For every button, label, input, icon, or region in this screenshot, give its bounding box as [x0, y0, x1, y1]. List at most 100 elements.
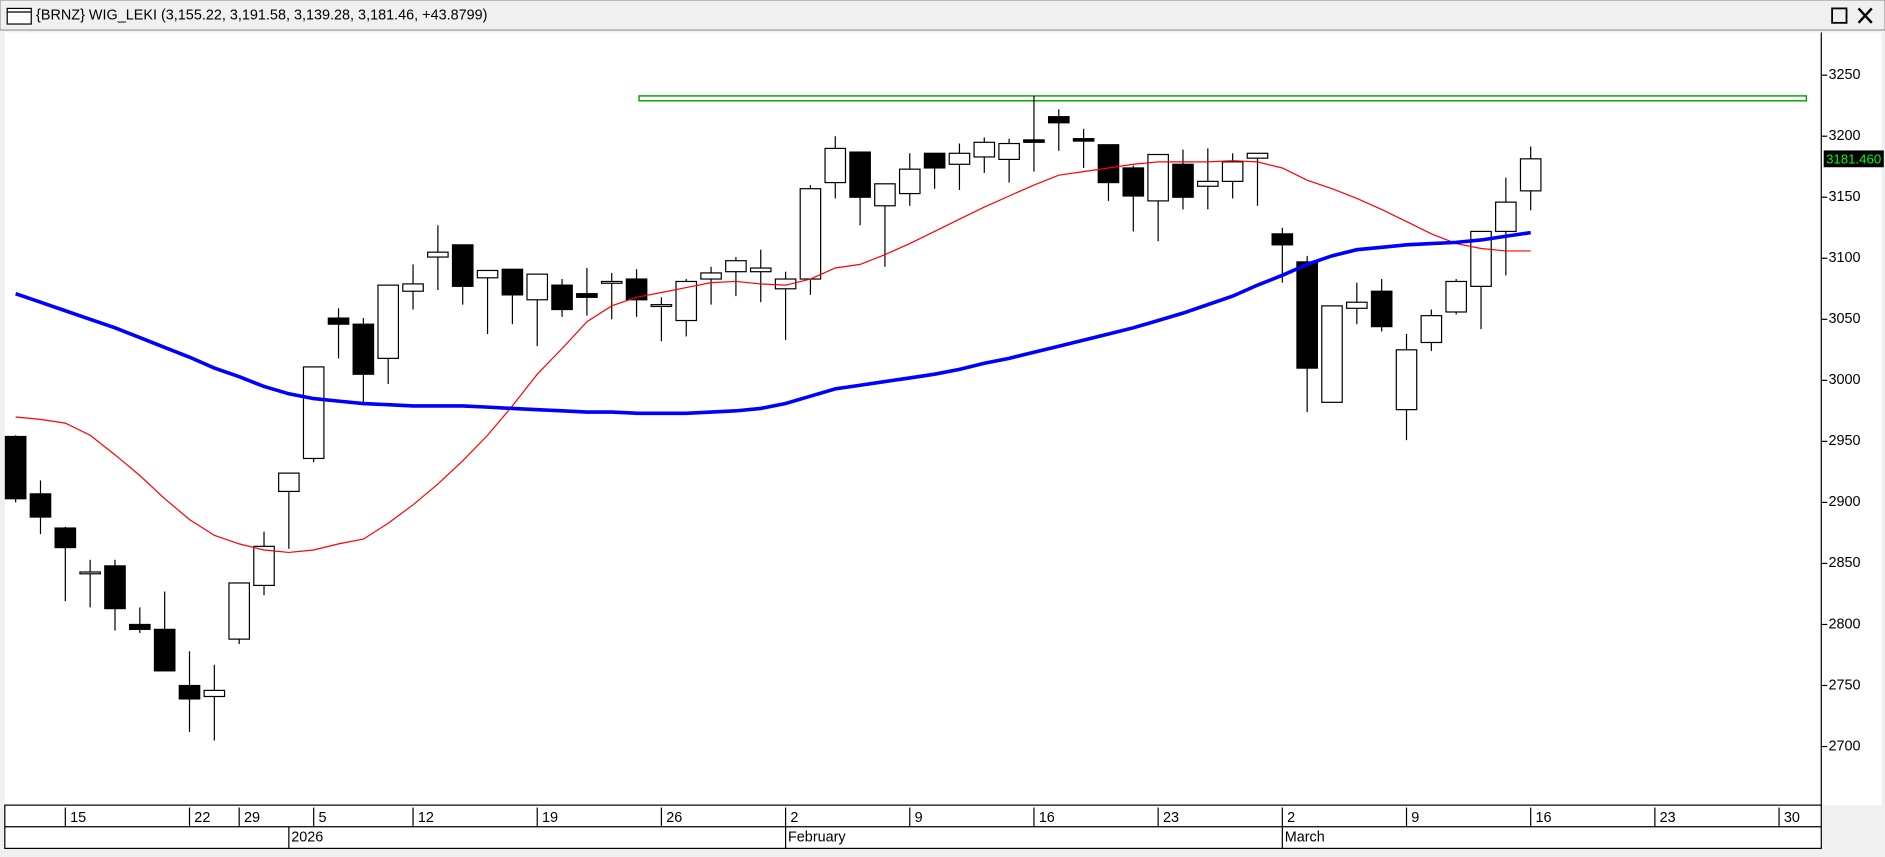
x-tick-label: 5: [318, 810, 326, 826]
y-tick-label: 3200: [1828, 128, 1860, 144]
candle-body: [725, 260, 747, 273]
candle-body: [923, 152, 946, 169]
candle-body: [774, 278, 797, 290]
x-tick-label: 30: [1784, 810, 1800, 826]
candle-body: [576, 293, 598, 298]
x-tick-label: 16: [1536, 810, 1552, 826]
window-icon: [6, 7, 32, 25]
candle-body: [948, 152, 971, 165]
x-tick-label: 2: [1287, 810, 1295, 826]
x-tick-label: 22: [194, 810, 210, 826]
candle-body: [1519, 158, 1542, 192]
candle-body: [1221, 161, 1244, 182]
candle-body: [799, 188, 822, 280]
candle-body: [1370, 290, 1393, 328]
window-title: {BRNZ} WIG_LEKI (3,155.22, 3,191.58, 3,1…: [36, 7, 487, 23]
x-tick-label: 15: [70, 810, 86, 826]
candle-body: [650, 304, 673, 308]
candle-body: [501, 268, 524, 296]
candle-body: [1296, 261, 1318, 369]
x-major-tick-label: February: [788, 829, 846, 845]
candle-body: [402, 283, 424, 292]
candle-body: [327, 317, 350, 325]
candle-body: [1172, 163, 1194, 198]
y-tick-label: 2950: [1828, 433, 1860, 449]
band: [638, 95, 1808, 102]
candle-body: [551, 284, 573, 311]
y-tick-label: 3050: [1828, 311, 1860, 327]
candle-body: [278, 472, 300, 493]
candle-body: [526, 273, 549, 301]
candle-body: [228, 582, 250, 640]
x-tick-label: 26: [666, 810, 682, 826]
candle-body: [1196, 180, 1219, 187]
close-button[interactable]: [1857, 7, 1873, 24]
y-tick-label: 2800: [1828, 616, 1860, 632]
candle-body: [700, 272, 722, 280]
candle-body: [1122, 167, 1145, 197]
candle-body: [1147, 153, 1169, 202]
x-tick-label: 9: [915, 810, 923, 826]
moving-average: [15, 160, 1531, 554]
candle-body: [749, 267, 772, 273]
candle-body: [1495, 201, 1517, 233]
plot-area: [4, 32, 1822, 806]
candle-body: [178, 684, 201, 700]
candle-body: [377, 284, 400, 359]
moving-average: [15, 230, 1531, 416]
candle-body: [1321, 305, 1343, 403]
y-tick-label: 3150: [1828, 189, 1860, 205]
candle-body: [1445, 280, 1468, 313]
candle-body: [29, 493, 52, 518]
candle-body: [1395, 349, 1418, 411]
candle-body: [1097, 144, 1120, 184]
candle-body: [1470, 230, 1492, 287]
last-price-box: [1823, 150, 1884, 168]
candle-body: [104, 565, 126, 610]
x-major-tick-label: 2026: [291, 829, 323, 845]
y-tick-label: 2700: [1828, 738, 1860, 754]
candle-body: [4, 435, 27, 500]
candle-body: [427, 251, 449, 258]
candle-body: [973, 141, 996, 158]
candle-body: [1420, 315, 1443, 344]
x-tick-label: 2: [790, 810, 798, 826]
y-tick-label: 3000: [1828, 372, 1860, 388]
candle-body: [1246, 152, 1269, 159]
y-tick-label: 2850: [1828, 555, 1860, 571]
candle-body: [824, 147, 847, 184]
x-tick-label: 19: [542, 810, 558, 826]
last-price-label: 3181.460: [1826, 152, 1881, 167]
candle-body: [203, 689, 226, 698]
candle-body: [79, 571, 101, 575]
candle-body: [451, 244, 474, 287]
candle-body: [1346, 301, 1368, 309]
candle-body: [1072, 138, 1095, 142]
candle-body: [476, 269, 499, 279]
candle-body: [1047, 116, 1070, 124]
y-tick-label: 3100: [1828, 250, 1860, 266]
candle-body: [625, 278, 648, 301]
candle-body: [54, 527, 77, 549]
candle-body: [352, 323, 375, 375]
x-major-tick-label: March: [1285, 829, 1325, 845]
candle-body: [153, 628, 176, 672]
candle-body: [998, 142, 1020, 160]
candle-body: [1023, 139, 1045, 143]
y-tick-label: 2750: [1828, 677, 1860, 693]
y-tick-label: 3250: [1828, 67, 1860, 83]
x-tick-label: 12: [418, 810, 434, 826]
x-tick-label: 23: [1660, 810, 1676, 826]
candle-body: [898, 168, 921, 195]
maximize-button[interactable]: [1831, 7, 1848, 24]
x-tick-label: 16: [1039, 810, 1055, 826]
candle-body: [1271, 233, 1294, 246]
x-tick-label: 23: [1163, 810, 1179, 826]
candle-body: [129, 623, 151, 630]
title-bar: [0, 0, 1885, 31]
candle-body: [253, 545, 275, 587]
x-tick-label: 9: [1411, 810, 1419, 826]
candle-body: [675, 280, 698, 322]
